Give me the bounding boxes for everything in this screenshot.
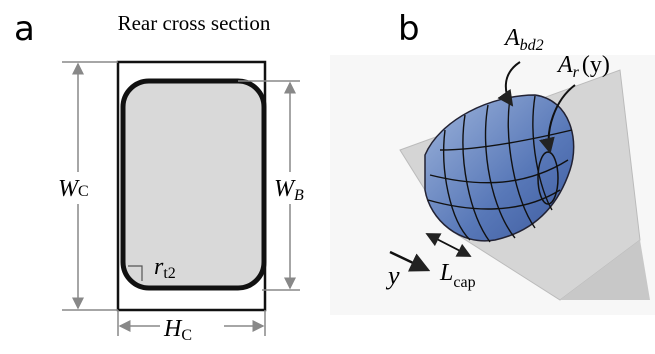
inner-rect xyxy=(123,81,264,288)
label-part: A xyxy=(503,25,520,51)
label-part: H xyxy=(163,316,183,342)
label-part: C xyxy=(78,183,89,200)
label-part: cap xyxy=(453,274,475,291)
panel-title: Rear cross section xyxy=(118,11,271,35)
label-part: (y) xyxy=(582,52,610,78)
label-part: C xyxy=(181,327,192,344)
label-part: bd2 xyxy=(520,37,544,54)
label-part: A xyxy=(556,52,573,78)
area-label: Ar(y) xyxy=(556,52,610,81)
panel-letter: b xyxy=(398,9,420,49)
axis-label: y xyxy=(385,261,400,290)
label-part: L xyxy=(439,260,453,286)
label-part: W xyxy=(274,176,296,202)
label-part: W xyxy=(58,176,80,202)
label-part: B xyxy=(294,187,304,204)
label-part: r xyxy=(573,64,580,81)
label-part: t2 xyxy=(163,265,175,282)
panel-letter: a xyxy=(14,9,35,49)
figure: a Rear cross section WC WB rt2 HC b Abd2… xyxy=(0,0,655,354)
area-label: Abd2 xyxy=(503,25,544,54)
